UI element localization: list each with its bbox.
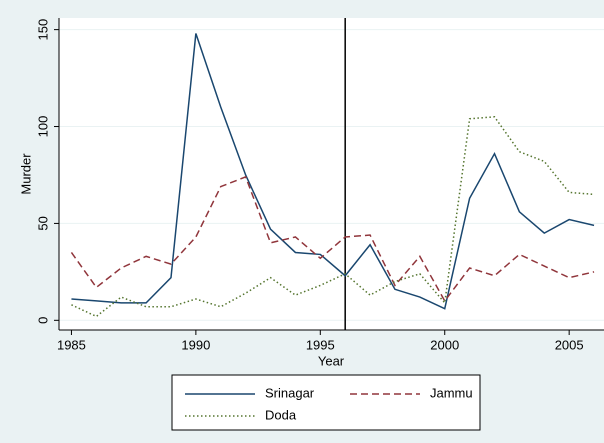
legend-label: Jammu: [430, 385, 473, 400]
series-line: [70, 175, 595, 303]
y-tick-label: 50: [35, 216, 50, 230]
x-tick-label: 1995: [306, 337, 335, 352]
plot-area: [59, 18, 604, 330]
x-tick-label: 2005: [555, 337, 584, 352]
x-tick-label: 1990: [181, 337, 210, 352]
x-axis-title: Year: [318, 353, 345, 368]
legend-label: Doda: [265, 407, 297, 422]
legend: [171, 374, 481, 431]
x-tick-label: 1985: [57, 337, 86, 352]
y-tick-label: 100: [35, 116, 50, 138]
x-tick-label: 2000: [430, 337, 459, 352]
series-line: [71, 33, 595, 310]
legend-label: Srinagar: [265, 385, 315, 400]
y-axis-title: Murder: [18, 153, 33, 195]
y-tick-label: 150: [35, 19, 50, 41]
y-tick-label: 0: [35, 317, 50, 324]
